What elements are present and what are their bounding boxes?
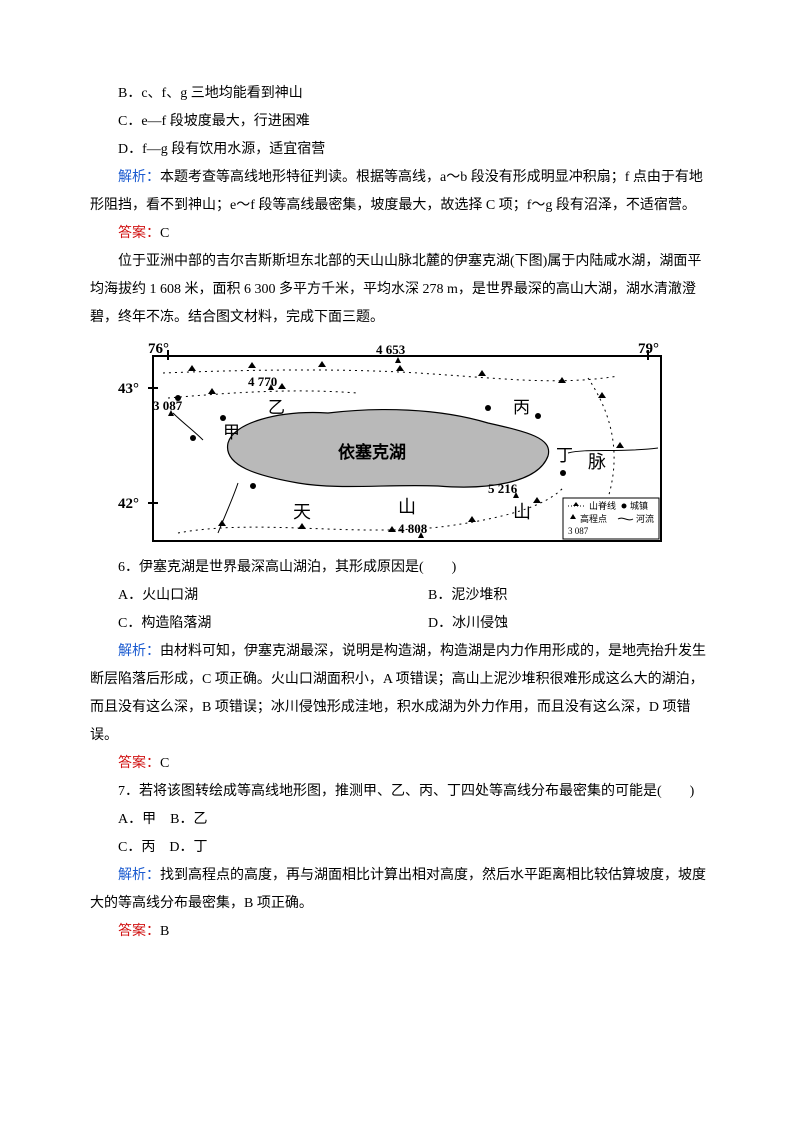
answer-label: 答案： [118, 924, 160, 939]
answer-label: 答案： [118, 226, 160, 241]
analysis-label: 解析： [118, 644, 160, 659]
elev-4808-label: 4 808 [398, 521, 428, 536]
q6-opt-a: A．火山口湖 [90, 582, 400, 610]
q7-opt-ab: A．甲 B．乙 [90, 806, 710, 834]
q5-opt-c: C．e—f 段坡度最大，行进困难 [90, 108, 710, 136]
label-shan-a: 山 [398, 497, 416, 517]
q7-analysis-text: 找到高程点的高度，再与湖面相比计算出相对高度，然后水平距离相比较估算坡度，坡度大… [90, 868, 706, 911]
map-figure: 76° 79° 43° 42° 依塞克湖 [118, 338, 710, 548]
q7-answer-text: B [160, 924, 169, 939]
q5-opt-d: D．f—g 段有饮用水源，适宜宿营 [90, 136, 710, 164]
analysis-label: 解析： [118, 868, 160, 883]
q6-opts-row1: A．火山口湖 B．泥沙堆积 [90, 582, 710, 610]
q6-opt-b: B．泥沙堆积 [400, 582, 507, 610]
map-svg: 76° 79° 43° 42° 依塞克湖 [118, 338, 678, 548]
q5-analysis: 解析：本题考查等高线地形特征判读。根据等高线，a～b 段没有形成明显冲积扇；f … [90, 164, 710, 220]
svg-text:高程点: 高程点 [580, 513, 607, 524]
q6-analysis-text: 由材料可知，伊塞克湖最深，说明是构造湖，构造湖是内力作用形成的，是地壳抬升发生断… [90, 644, 706, 743]
q5-opt-b: B．c、f、g 三地均能看到神山 [90, 80, 710, 108]
label-yi: 乙 [268, 398, 285, 417]
lat-bot-label: 42° [118, 496, 139, 512]
q7-answer: 答案：B [90, 918, 710, 946]
q7-stem: 7．若将该图转绘成等高线地形图，推测甲、乙、丙、丁四处等高线分布最密集的可能是(… [90, 778, 710, 806]
svg-text:山脊线: 山脊线 [589, 500, 616, 511]
q5-answer-text: C [160, 226, 169, 241]
svg-text:城镇: 城镇 [630, 500, 648, 511]
q5-answer: 答案：C [90, 220, 710, 248]
label-shan-b: 山 [513, 502, 531, 522]
answer-label: 答案： [118, 756, 160, 771]
label-jia: 甲 [223, 423, 240, 442]
q6-opt-d: D．冰川侵蚀 [400, 610, 508, 638]
q6-stem: 6．伊塞克湖是世界最深高山湖泊，其形成原因是( ) [90, 554, 710, 582]
elev-4653-label: 4 653 [376, 342, 406, 357]
elev-4770-label: 4 770 [248, 374, 277, 389]
q6-answer: 答案：C [90, 750, 710, 778]
passage-text: 位于亚洲中部的吉尔吉斯斯坦东北部的天山山脉北麓的伊塞克湖(下图)属于内陆咸水湖，… [90, 248, 710, 332]
q6-opts-row2: C．构造陷落湖 D．冰川侵蚀 [90, 610, 710, 638]
q5-analysis-text: 本题考查等高线地形特征判读。根据等高线，a～b 段没有形成明显冲积扇；f 点由于… [90, 170, 703, 213]
q6-opt-c: C．构造陷落湖 [90, 610, 400, 638]
svg-text:3 087: 3 087 [568, 526, 589, 536]
q7-analysis: 解析：找到高程点的高度，再与湖面相比计算出相对高度，然后水平距离相比较估算坡度，… [90, 862, 710, 918]
lake-label: 依塞克湖 [338, 442, 406, 462]
label-bing: 丙 [513, 398, 530, 417]
analysis-label: 解析： [118, 170, 160, 185]
label-tian: 天 [293, 502, 311, 522]
label-ding: 丁 [556, 446, 573, 465]
lon-left-label: 76° [148, 341, 169, 357]
elev-5216-label: 5 216 [488, 481, 518, 496]
q6-answer-text: C [160, 756, 169, 771]
q6-analysis: 解析：由材料可知，伊塞克湖最深，说明是构造湖，构造湖是内力作用形成的，是地壳抬升… [90, 638, 710, 750]
map-legend: 山脊线 城镇 高程点 河流 3 087 [563, 498, 659, 539]
label-mai: 脉 [588, 452, 606, 472]
svg-text:河流: 河流 [636, 513, 654, 524]
q7-opt-cd: C．丙 D．丁 [90, 834, 710, 862]
lat-top-label: 43° [118, 381, 139, 397]
